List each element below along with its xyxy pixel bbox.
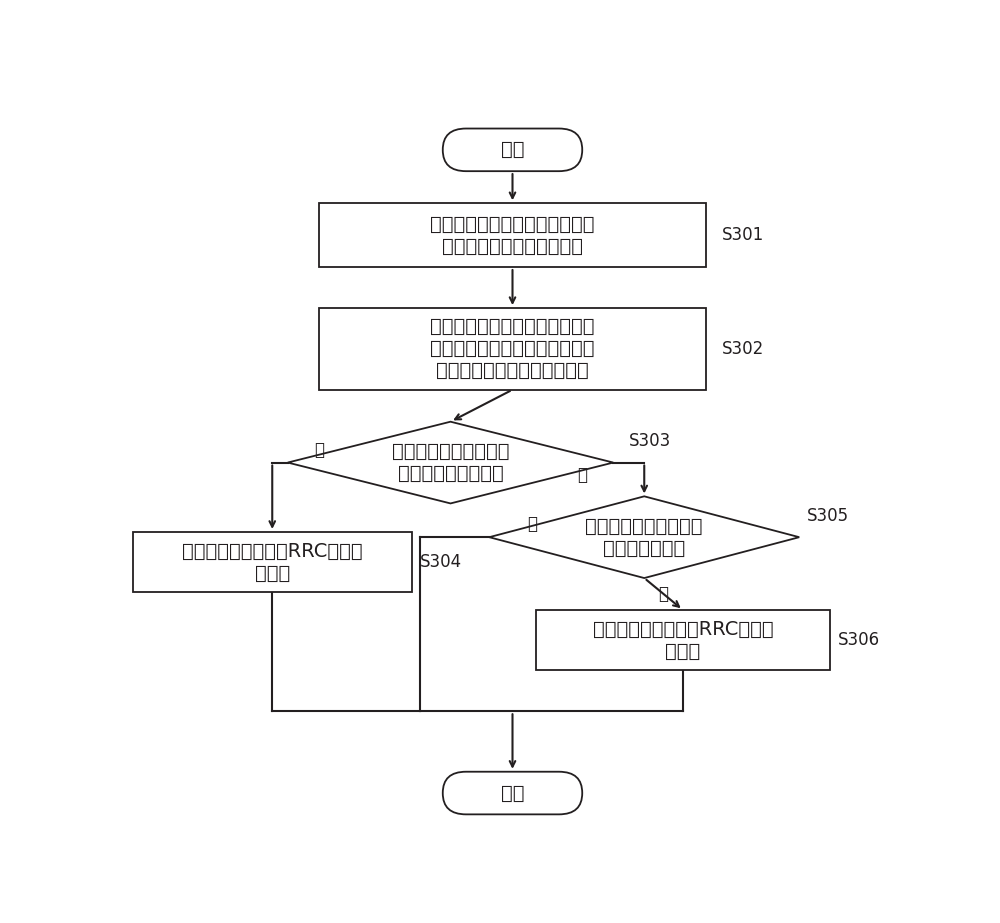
- FancyBboxPatch shape: [536, 610, 830, 670]
- Text: S303: S303: [629, 432, 671, 450]
- Text: 否: 否: [527, 515, 537, 533]
- Text: 结束: 结束: [501, 784, 524, 802]
- Text: S302: S302: [722, 340, 764, 358]
- Text: S301: S301: [722, 226, 764, 245]
- Text: 向所述用户终端发送RRC连接释
放消息: 向所述用户终端发送RRC连接释 放消息: [593, 619, 773, 661]
- FancyBboxPatch shape: [319, 308, 706, 390]
- FancyBboxPatch shape: [443, 128, 582, 171]
- FancyBboxPatch shape: [443, 772, 582, 814]
- Text: 向所述用户终端发送RRC连接重
配消息: 向所述用户终端发送RRC连接重 配消息: [182, 542, 363, 582]
- Polygon shape: [489, 497, 799, 578]
- Text: 需要指示所述用户终端
迁移到空闲态？: 需要指示所述用户终端 迁移到空闲态？: [586, 517, 703, 557]
- Text: S304: S304: [420, 553, 462, 571]
- FancyBboxPatch shape: [319, 203, 706, 267]
- Text: 当所述用户终端处于连接态时，
评估所述用户终端的移动性: 当所述用户终端处于连接态时， 评估所述用户终端的移动性: [430, 215, 595, 256]
- Text: S305: S305: [807, 507, 849, 525]
- Text: 开始: 开始: [501, 140, 524, 160]
- Text: 是: 是: [659, 585, 669, 603]
- FancyBboxPatch shape: [133, 532, 412, 593]
- Text: S306: S306: [838, 631, 880, 649]
- Text: 当所述用户终端处于高速运动状
态或中速运动状态时，生成所述
用户终端的运动状态指示信息: 当所述用户终端处于高速运动状 态或中速运动状态时，生成所述 用户终端的运动状态指…: [430, 318, 595, 380]
- Text: 是: 是: [314, 441, 324, 459]
- Polygon shape: [288, 422, 613, 503]
- Text: 需要指示所述用户终端
执行小区切换操作？: 需要指示所述用户终端 执行小区切换操作？: [392, 442, 509, 483]
- Text: 否: 否: [577, 466, 587, 485]
